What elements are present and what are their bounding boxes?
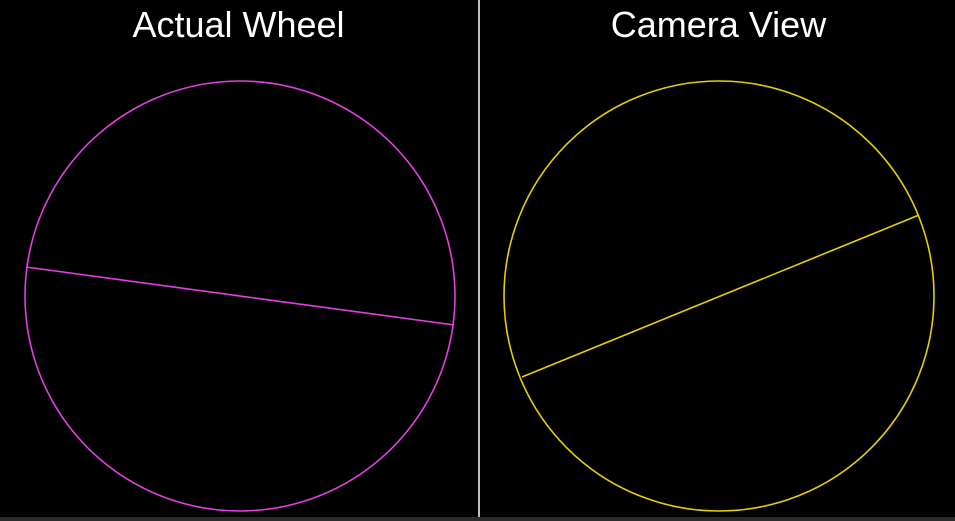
panel-divider (478, 0, 480, 517)
actual-wheel-circle (24, 80, 456, 512)
camera-view-panel (503, 80, 935, 512)
actual-wheel-panel (24, 80, 456, 512)
actual-wheel-title: Actual Wheel (132, 4, 345, 45)
camera-view-circle (503, 80, 935, 512)
bottom-edge (0, 517, 955, 521)
camera-view-diameter-line (521, 214, 920, 378)
camera-view-title: Camera View (610, 4, 827, 45)
actual-wheel-diameter-line (25, 266, 455, 326)
